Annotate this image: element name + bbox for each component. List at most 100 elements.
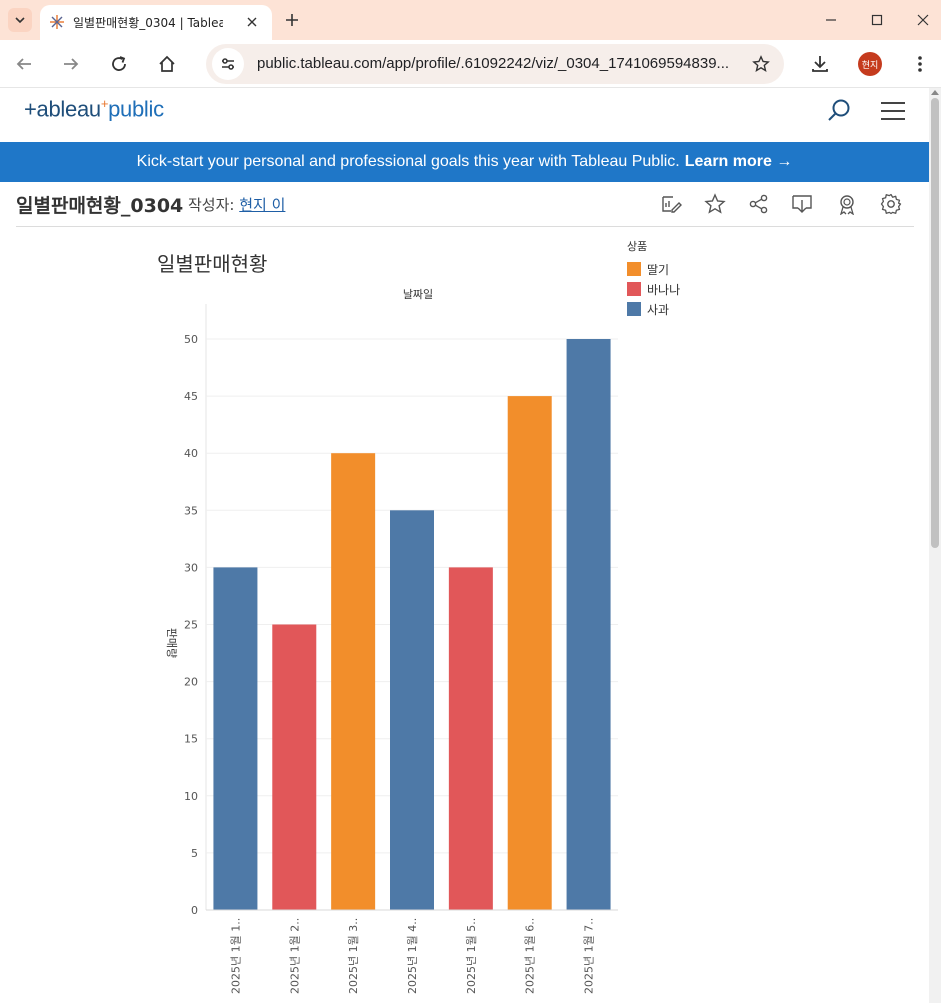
url-text: public.tableau.com/app/profile/.61092242…: [257, 55, 730, 72]
promo-banner: Kick-start your personal and professiona…: [0, 142, 929, 182]
legend-item[interactable]: 딸기: [627, 259, 680, 279]
new-tab-button[interactable]: [280, 8, 304, 32]
hamburger-menu-icon: [881, 102, 905, 120]
star-icon: [752, 55, 770, 72]
plus-icon: [286, 14, 298, 26]
window-close-button[interactable]: [911, 8, 935, 32]
author-label: 작성자:: [188, 196, 235, 214]
tab-close-button[interactable]: [241, 11, 263, 33]
legend-label: 사과: [647, 302, 670, 317]
legend-swatch: [627, 262, 641, 276]
bar[interactable]: [331, 453, 376, 910]
y-tick-label: 40: [184, 447, 198, 460]
reload-button[interactable]: [105, 50, 133, 78]
y-tick-label: 20: [184, 676, 198, 689]
legend-item[interactable]: 바나나: [627, 279, 680, 299]
logo-main-text: +ableau: [24, 96, 101, 122]
site-info-button[interactable]: [212, 48, 244, 80]
favorite-button[interactable]: [703, 192, 727, 216]
bar[interactable]: [507, 396, 552, 911]
legend-swatch: [627, 302, 641, 316]
y-tick-label: 25: [184, 619, 198, 632]
x-tick-label: 2025년 1월 3..: [347, 918, 360, 994]
chart-legend[interactable]: 상품 딸기 바나나 사과: [627, 238, 680, 319]
x-tick-label: 2025년 1월 5..: [465, 918, 478, 994]
close-icon: [917, 14, 929, 26]
tune-icon: [222, 58, 234, 70]
scrollbar-thumb[interactable]: [931, 98, 939, 548]
legend-label: 딸기: [647, 262, 670, 277]
site-search-button[interactable]: [826, 98, 852, 124]
download-viz-button[interactable]: [790, 192, 814, 216]
bar[interactable]: [390, 510, 434, 910]
y-tick-label: 45: [184, 390, 198, 403]
profile-avatar[interactable]: 현지: [858, 52, 882, 76]
x-tick-label: 2025년 1월 7..: [583, 918, 596, 994]
downloads-button[interactable]: [806, 50, 834, 78]
banner-text: Kick-start your personal and professiona…: [136, 153, 680, 170]
column-header: 날짜일: [403, 287, 433, 301]
back-button[interactable]: [10, 50, 38, 78]
bar[interactable]: [566, 339, 611, 910]
minimize-icon: [826, 19, 836, 21]
browser-menu-button[interactable]: [906, 50, 934, 78]
author-link[interactable]: 현지 이: [239, 196, 286, 214]
download-icon: [812, 56, 828, 72]
home-button[interactable]: [153, 50, 181, 78]
reload-icon: [112, 56, 126, 71]
star-icon: [704, 193, 726, 214]
chart-title: 일별판매현황: [157, 252, 268, 276]
edit-viz-button[interactable]: [659, 192, 683, 216]
y-tick-label: 10: [184, 790, 198, 803]
address-bar[interactable]: public.tableau.com/app/profile/.61092242…: [206, 44, 784, 84]
viz-author: 작성자: 현지 이: [188, 194, 285, 215]
edit-chart-icon: [662, 196, 682, 213]
tab-title: 일별판매현황_0304 | Tablea: [73, 16, 223, 30]
y-tick-label: 35: [184, 504, 198, 517]
x-tick-label: 2025년 1월 6..: [524, 918, 537, 994]
bar[interactable]: [272, 624, 317, 911]
maximize-button[interactable]: [865, 8, 889, 32]
bar-chart[interactable]: 날짜일 0 5 10 15 20 25 30 35 40 45 50 판매량 2025년 1월 1.. 20…: [140, 280, 630, 1000]
tab-search-button[interactable]: [8, 8, 32, 32]
minimize-button[interactable]: [819, 8, 843, 32]
page-scrollbar[interactable]: [929, 88, 941, 1003]
site-menu-button[interactable]: [880, 100, 906, 122]
forward-button[interactable]: [57, 50, 85, 78]
browser-toolbar: public.tableau.com/app/profile/.61092242…: [0, 40, 941, 88]
y-tick-label: 0: [191, 904, 198, 917]
y-tick-label: 15: [184, 733, 198, 746]
legend-swatch: [627, 282, 641, 296]
share-icon: [749, 194, 768, 214]
logo-sub-text: public: [108, 96, 164, 122]
y-tick-label: 50: [184, 333, 198, 346]
banner-learn-more-link[interactable]: Learn more →: [684, 153, 793, 170]
legend-item[interactable]: 사과: [627, 299, 680, 319]
tableau-public-logo[interactable]: +ableau+public: [24, 96, 164, 122]
settings-button[interactable]: [879, 192, 903, 216]
viz-title-row: 일별판매현황_0304 작성자: 현지 이: [16, 182, 914, 227]
bar[interactable]: [448, 567, 493, 910]
award-icon: [840, 195, 854, 215]
x-tick-label: 2025년 1월 2..: [288, 918, 301, 994]
download-icon: [792, 195, 812, 213]
maximize-icon: [871, 14, 883, 26]
x-tick-label: 2025년 1월 1..: [229, 918, 242, 994]
home-icon: [159, 55, 175, 72]
gear-icon: [880, 193, 902, 215]
browser-tab-strip: 일별판매현황_0304 | Tablea: [0, 0, 941, 40]
legend-title: 상품: [627, 240, 648, 253]
viz-name: 일별판매현황_0304: [16, 195, 184, 217]
y-axis-title: 판매량: [165, 628, 178, 658]
close-icon: [247, 17, 257, 27]
more-vertical-icon: [918, 56, 922, 72]
viz-of-the-day-button[interactable]: [835, 192, 859, 216]
arrow-left-icon: [16, 58, 31, 70]
browser-tab[interactable]: 일별판매현황_0304 | Tablea: [40, 5, 272, 40]
x-tick-label: 2025년 1월 4..: [406, 918, 419, 994]
y-tick-label: 5: [191, 847, 198, 860]
bookmark-button[interactable]: [750, 53, 772, 75]
share-button[interactable]: [747, 192, 771, 216]
scroll-up-arrow-icon[interactable]: [931, 90, 939, 95]
bar[interactable]: [213, 567, 258, 910]
